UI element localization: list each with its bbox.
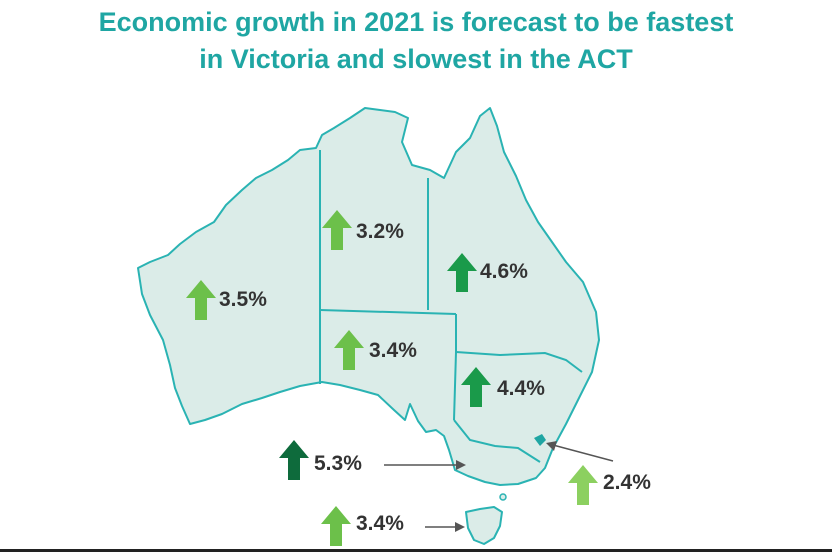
nt-growth-value: 3.2% [356,220,404,243]
wa-growth-value: 3.5% [219,288,267,311]
qld-growth-value: 4.6% [480,260,528,283]
tas-growth-arrow-icon [321,506,351,546]
nt-sa-border [319,309,457,315]
act-pointer-line [552,444,614,462]
act-pointer-head [546,441,557,451]
act-marker [534,434,546,446]
title-line-2: in Victoria and slowest in the ACT [199,44,633,74]
nt-growth-arrow-icon [322,210,352,250]
act-growth-value: 2.4% [603,471,651,494]
nsw-vic-border [453,419,541,463]
sa-growth-value: 3.4% [369,339,417,362]
sa-growth-arrow-icon [334,330,364,370]
mainland-outline [137,107,600,486]
tasmania-outline [465,506,503,545]
wa-growth-arrow-icon [186,280,216,320]
map-title: Economic growth in 2021 is forecast to b… [0,4,832,78]
vic-growth-arrow-icon [279,440,309,480]
tasmania-islet [499,493,507,501]
qld-nsw-border [455,351,583,373]
vic-pointer-head [456,460,466,470]
nsw-growth-value: 4.4% [497,377,545,400]
tas-pointer-head [455,522,465,532]
nsw-growth-arrow-icon [461,367,491,407]
title-line-1: Economic growth in 2021 is forecast to b… [98,7,734,37]
act-growth-arrow-icon [568,465,598,505]
bottom-border [0,549,832,552]
qld-growth-arrow-icon [447,253,477,292]
vic-growth-value: 5.3% [314,452,362,475]
tas-growth-value: 3.4% [356,512,404,535]
